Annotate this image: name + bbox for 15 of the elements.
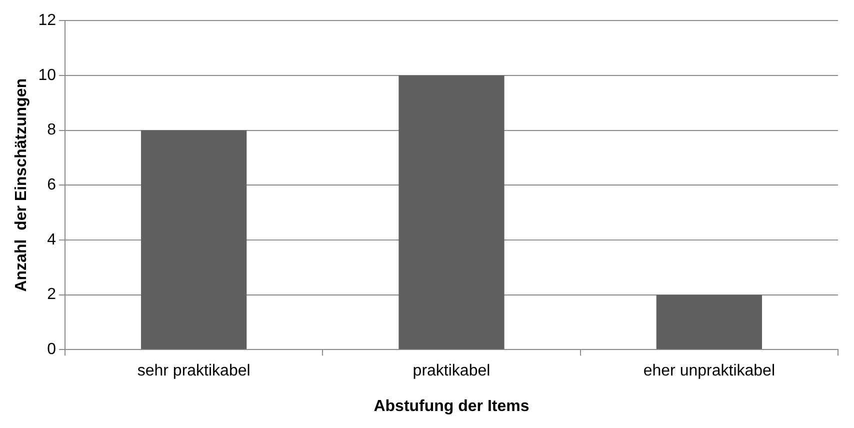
bar [398, 75, 504, 350]
bar [656, 294, 762, 350]
y-tick-label: 6 [47, 176, 56, 194]
y-axis-title: Anzahl der Einschätzungen [13, 78, 30, 292]
x-tick-label: praktikabel [412, 362, 490, 380]
x-tick-label: sehr praktikabel [137, 362, 250, 380]
x-axis-title: Abstufung der Items [374, 398, 530, 415]
bar [141, 130, 247, 350]
y-tick-label: 2 [47, 286, 56, 304]
x-tick-label: eher unpraktikabel [643, 362, 775, 380]
y-tick-label: 0 [47, 341, 56, 358]
y-tick-label: 4 [47, 231, 56, 248]
y-tick-label: 10 [38, 66, 56, 84]
y-tick-label: 12 [38, 12, 56, 30]
y-tick-label: 8 [47, 122, 56, 139]
